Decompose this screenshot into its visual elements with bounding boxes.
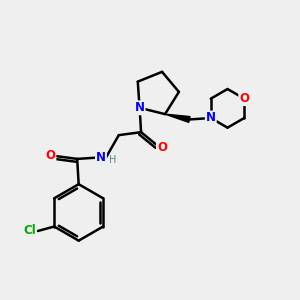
Polygon shape bbox=[165, 114, 190, 122]
Text: Cl: Cl bbox=[23, 224, 36, 238]
Text: N: N bbox=[206, 112, 216, 124]
Text: O: O bbox=[239, 92, 249, 105]
Text: O: O bbox=[45, 149, 56, 162]
Text: O: O bbox=[157, 140, 167, 154]
Text: N: N bbox=[96, 151, 106, 164]
Text: H: H bbox=[109, 155, 116, 165]
Text: N: N bbox=[135, 101, 145, 114]
